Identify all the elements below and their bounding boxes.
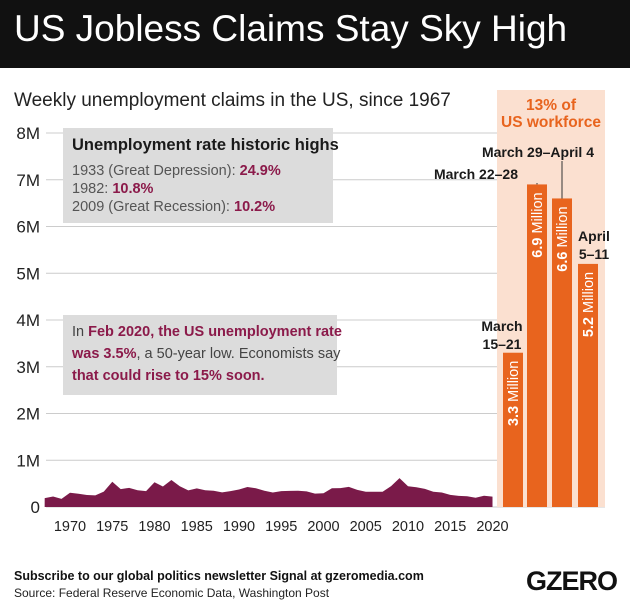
x-tick-label: 1970 <box>54 519 86 535</box>
x-tick-label: 1990 <box>223 519 255 535</box>
highlight-band-text: US workforce <box>501 114 601 131</box>
gzero-logo: GZERO <box>526 566 618 596</box>
x-tick-label: 2005 <box>350 519 382 535</box>
x-tick-label: 2020 <box>476 519 508 535</box>
historic-high-value: 10.2% <box>234 199 276 215</box>
x-tick-label: 2015 <box>434 519 466 535</box>
bar <box>527 184 547 508</box>
feb-2020-note-box: In Feb 2020, the US unemployment rate wa… <box>63 315 342 395</box>
bar <box>552 198 572 507</box>
historic-high-value: 10.8% <box>112 181 154 197</box>
bar-value-label: 6.6 Million <box>555 206 571 271</box>
note-line: was 3.5%, a 50-year low. Economists say <box>72 346 340 362</box>
y-tick-label: 7M <box>16 171 40 190</box>
historic-high-label: 1982: <box>72 181 109 197</box>
note-line: that could rise to 15% soon. <box>72 368 265 384</box>
source-text: Source: Federal Reserve Economic Data, W… <box>14 586 330 600</box>
subscribe-text: Subscribe to our global politics newslet… <box>14 569 424 583</box>
bar-category-label: 5–11 <box>579 246 610 262</box>
bar-category-label: March 29–April 4 <box>482 144 594 160</box>
note-line: In Feb 2020, the US unemployment rate <box>72 324 342 340</box>
y-tick-label: 1M <box>16 451 40 470</box>
bar-value-label: 6.9 Million <box>530 192 546 257</box>
bar-value-label: 5.2 Million <box>581 272 597 337</box>
historic-high-row: 1982: 10.8% <box>72 181 153 197</box>
y-tick-label: 6M <box>16 218 40 237</box>
y-tick-label: 0 <box>31 498 40 517</box>
y-axis-ticks: 0 1M 2M 3M 4M 5M 6M 7M 8M <box>16 124 40 517</box>
y-tick-label: 2M <box>16 405 40 424</box>
historic-highs-heading: Unemployment rate historic highs <box>72 136 339 154</box>
bar-group: 3.3 Million 6.9 Million 6.6 Million 5.2 Mil… <box>434 144 610 508</box>
title-bar: US Jobless Claims Stay Sky High <box>0 0 630 68</box>
bar-category-label: 15–21 <box>483 336 522 352</box>
historic-highs-box: Unemployment rate historic highs 1933 (G… <box>63 128 339 223</box>
y-tick-label: 3M <box>16 358 40 377</box>
y-tick-label: 5M <box>16 264 40 283</box>
note-highlight: was 3.5% <box>72 346 137 362</box>
highlight-band-text: 13% of <box>526 97 577 114</box>
y-tick-label: 8M <box>16 124 40 143</box>
chart-subtitle: Weekly unemployment claims in the US, si… <box>14 90 451 111</box>
historic-high-label: 2009 (Great Recession): <box>72 199 230 215</box>
note-highlight: that could rise to 15% soon. <box>72 368 265 384</box>
x-tick-label: 2000 <box>307 519 339 535</box>
bar <box>578 263 598 507</box>
historic-high-value: 24.9% <box>239 163 281 179</box>
bar-category-label: April <box>578 228 610 244</box>
x-tick-label: 1995 <box>265 519 297 535</box>
note-text: In <box>72 324 89 340</box>
x-tick-label: 1980 <box>138 519 170 535</box>
note-highlight: Feb 2020, the US unemployment rate <box>88 324 342 340</box>
historic-high-row: 2009 (Great Recession): 10.2% <box>72 199 275 215</box>
bar-category-label: March <box>481 318 522 334</box>
history-area <box>44 478 493 507</box>
historic-high-row: 1933 (Great Depression): 24.9% <box>72 163 281 179</box>
x-axis-ticks: 1970 1975 1980 1985 1990 1995 2000 2005 2010 2015… <box>54 519 509 535</box>
y-tick-label: 4M <box>16 311 40 330</box>
x-tick-label: 1985 <box>181 519 213 535</box>
historic-high-label: 1933 (Great Depression): <box>72 163 236 179</box>
note-text: , a 50-year low. Economists say <box>136 346 341 362</box>
bar-value-label: 3.3 Million <box>506 361 522 426</box>
x-tick-label: 2010 <box>392 519 424 535</box>
x-tick-label: 1975 <box>96 519 128 535</box>
chart-title: US Jobless Claims Stay Sky High <box>14 8 568 49</box>
bar-category-label: March 22–28 <box>434 166 518 182</box>
bar <box>503 352 523 507</box>
